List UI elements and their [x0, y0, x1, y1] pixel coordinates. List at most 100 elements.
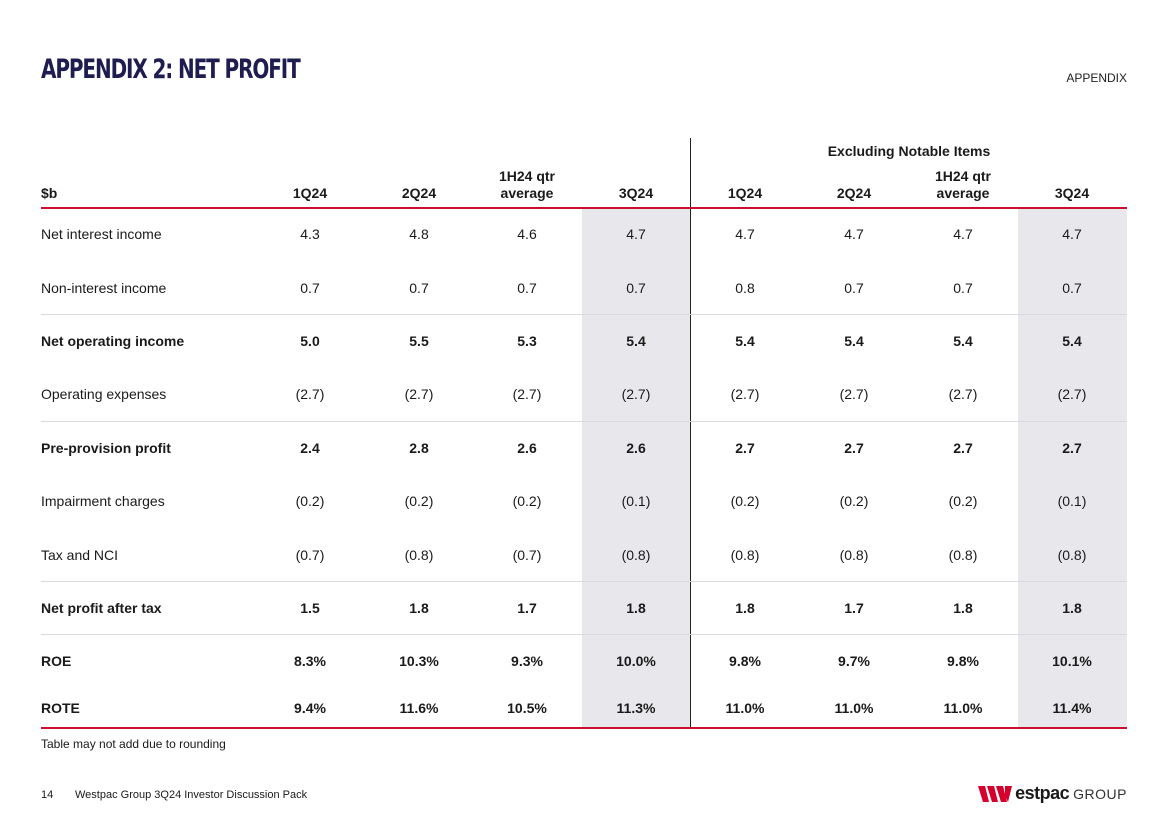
table-cell: 2.6 [626, 440, 646, 456]
table-cell: 11.0% [725, 700, 765, 716]
highlight-column-3q24 [582, 208, 690, 728]
westpac-w-icon [978, 785, 1013, 802]
logo-group-text: GROUP [1073, 785, 1127, 802]
table-cell: 0.7 [300, 280, 320, 296]
table-cell: (2.7) [621, 386, 651, 402]
column-header-line1: 1H24 qtr [934, 168, 992, 184]
table-cell: 5.5 [409, 333, 429, 349]
table-cell: 4.7 [1062, 226, 1082, 242]
section-label: APPENDIX [1066, 71, 1127, 85]
table-cell: (2.7) [948, 386, 978, 402]
column-header-line2: 1Q24 [292, 185, 328, 201]
table-cell: 9.4% [294, 700, 326, 716]
column-header-line2: 2Q24 [836, 185, 872, 201]
table-cell: 11.4% [1052, 700, 1092, 716]
column-header: 1Q24 [256, 185, 364, 202]
row-label: Operating expenses [41, 386, 167, 402]
table-cell: 1.7 [517, 600, 537, 616]
table-cell: 9.3% [511, 653, 543, 669]
table-cell: 1.8 [1062, 600, 1082, 616]
table-cell: 9.8% [729, 653, 761, 669]
group-header-excluding-notable-items: Excluding Notable Items [827, 143, 991, 159]
table-cell: 0.8 [735, 280, 755, 296]
table-cell: 4.7 [953, 226, 973, 242]
row-label: Net profit after tax [41, 600, 162, 616]
row-label: Tax and NCI [41, 547, 119, 563]
table-cell: 1.8 [409, 600, 429, 616]
table-cell: (0.2) [512, 493, 542, 509]
table-cell: (0.2) [839, 493, 869, 509]
table-cell: 5.0 [300, 333, 320, 349]
table-cell: (0.1) [621, 493, 651, 509]
table-cell: 11.0% [943, 700, 983, 716]
table-cell: 5.4 [1062, 333, 1082, 349]
table-cell: (0.8) [730, 547, 760, 563]
column-header: 3Q24 [1018, 185, 1126, 202]
table-cell: 9.7% [838, 653, 870, 669]
table-cell: 5.4 [844, 333, 864, 349]
table-cell: 5.4 [953, 333, 973, 349]
table-cell: (2.7) [730, 386, 760, 402]
table-cell: (0.8) [839, 547, 869, 563]
table-cell: 4.3 [300, 226, 320, 242]
table-bottom-rule [41, 727, 1127, 729]
row-label: ROTE [41, 700, 80, 716]
table-cell: 0.7 [517, 280, 537, 296]
table-cell: (0.8) [948, 547, 978, 563]
table-cell: 2.8 [409, 440, 429, 456]
table-cell: 11.6% [399, 700, 439, 716]
row-label: ROE [41, 653, 72, 669]
table-cell: 0.7 [953, 280, 973, 296]
table-cell: (0.7) [512, 547, 542, 563]
table-cell: (0.2) [730, 493, 760, 509]
column-header-line2: average [936, 185, 990, 201]
table-cell: (0.8) [621, 547, 651, 563]
table-cell: 2.6 [517, 440, 537, 456]
table-cell: (0.2) [295, 493, 325, 509]
table-cell: 2.7 [735, 440, 755, 456]
column-group-divider [690, 138, 691, 728]
table-cell: 10.5% [507, 700, 547, 716]
table-cell: 1.7 [844, 600, 864, 616]
row-label: Non-interest income [41, 280, 167, 296]
table-cell: (2.7) [404, 386, 434, 402]
row-divider [41, 421, 1127, 422]
column-header: 2Q24 [365, 185, 473, 202]
table-cell: 0.7 [626, 280, 646, 296]
row-label: Pre-provision profit [41, 440, 171, 456]
table-cell: 2.4 [300, 440, 320, 456]
table-cell: 4.7 [735, 226, 755, 242]
table-cell: 10.0% [616, 653, 656, 669]
table-cell: 4.6 [517, 226, 537, 242]
table-cell: (0.8) [404, 547, 434, 563]
table-cell: (2.7) [512, 386, 542, 402]
table-cell: (2.7) [1057, 386, 1087, 402]
table-cell: 5.4 [735, 333, 755, 349]
table-cell: 9.8% [947, 653, 979, 669]
column-header: 3Q24 [582, 185, 690, 202]
table-cell: 4.7 [844, 226, 864, 242]
column-header-line2: 1Q24 [727, 185, 763, 201]
column-header-line2: 3Q24 [1054, 185, 1090, 201]
table-cell: (2.7) [295, 386, 325, 402]
row-divider [41, 634, 1127, 635]
row-divider [41, 314, 1127, 315]
table-cell: 2.7 [844, 440, 864, 456]
westpac-logo: estpac GROUP [978, 783, 1127, 804]
table-note: Table may not add due to rounding [41, 737, 226, 751]
table-cell: 11.0% [834, 700, 874, 716]
logo-wordmark: estpac [1015, 783, 1070, 803]
row-divider [41, 581, 1127, 582]
page-number: 14 [41, 789, 54, 801]
table-cell: (0.8) [1057, 547, 1087, 563]
column-header: 1Q24 [691, 185, 799, 202]
table-cell: (0.2) [404, 493, 434, 509]
table-cell: 10.1% [1052, 653, 1092, 669]
header-rule [41, 207, 1127, 209]
table-cell: 1.8 [953, 600, 973, 616]
row-label: Impairment charges [41, 493, 165, 509]
table-cell: (0.1) [1057, 493, 1087, 509]
table-cell: 8.3% [294, 653, 326, 669]
table-cell: 5.3 [517, 333, 537, 349]
column-header-line2: 3Q24 [618, 185, 654, 201]
